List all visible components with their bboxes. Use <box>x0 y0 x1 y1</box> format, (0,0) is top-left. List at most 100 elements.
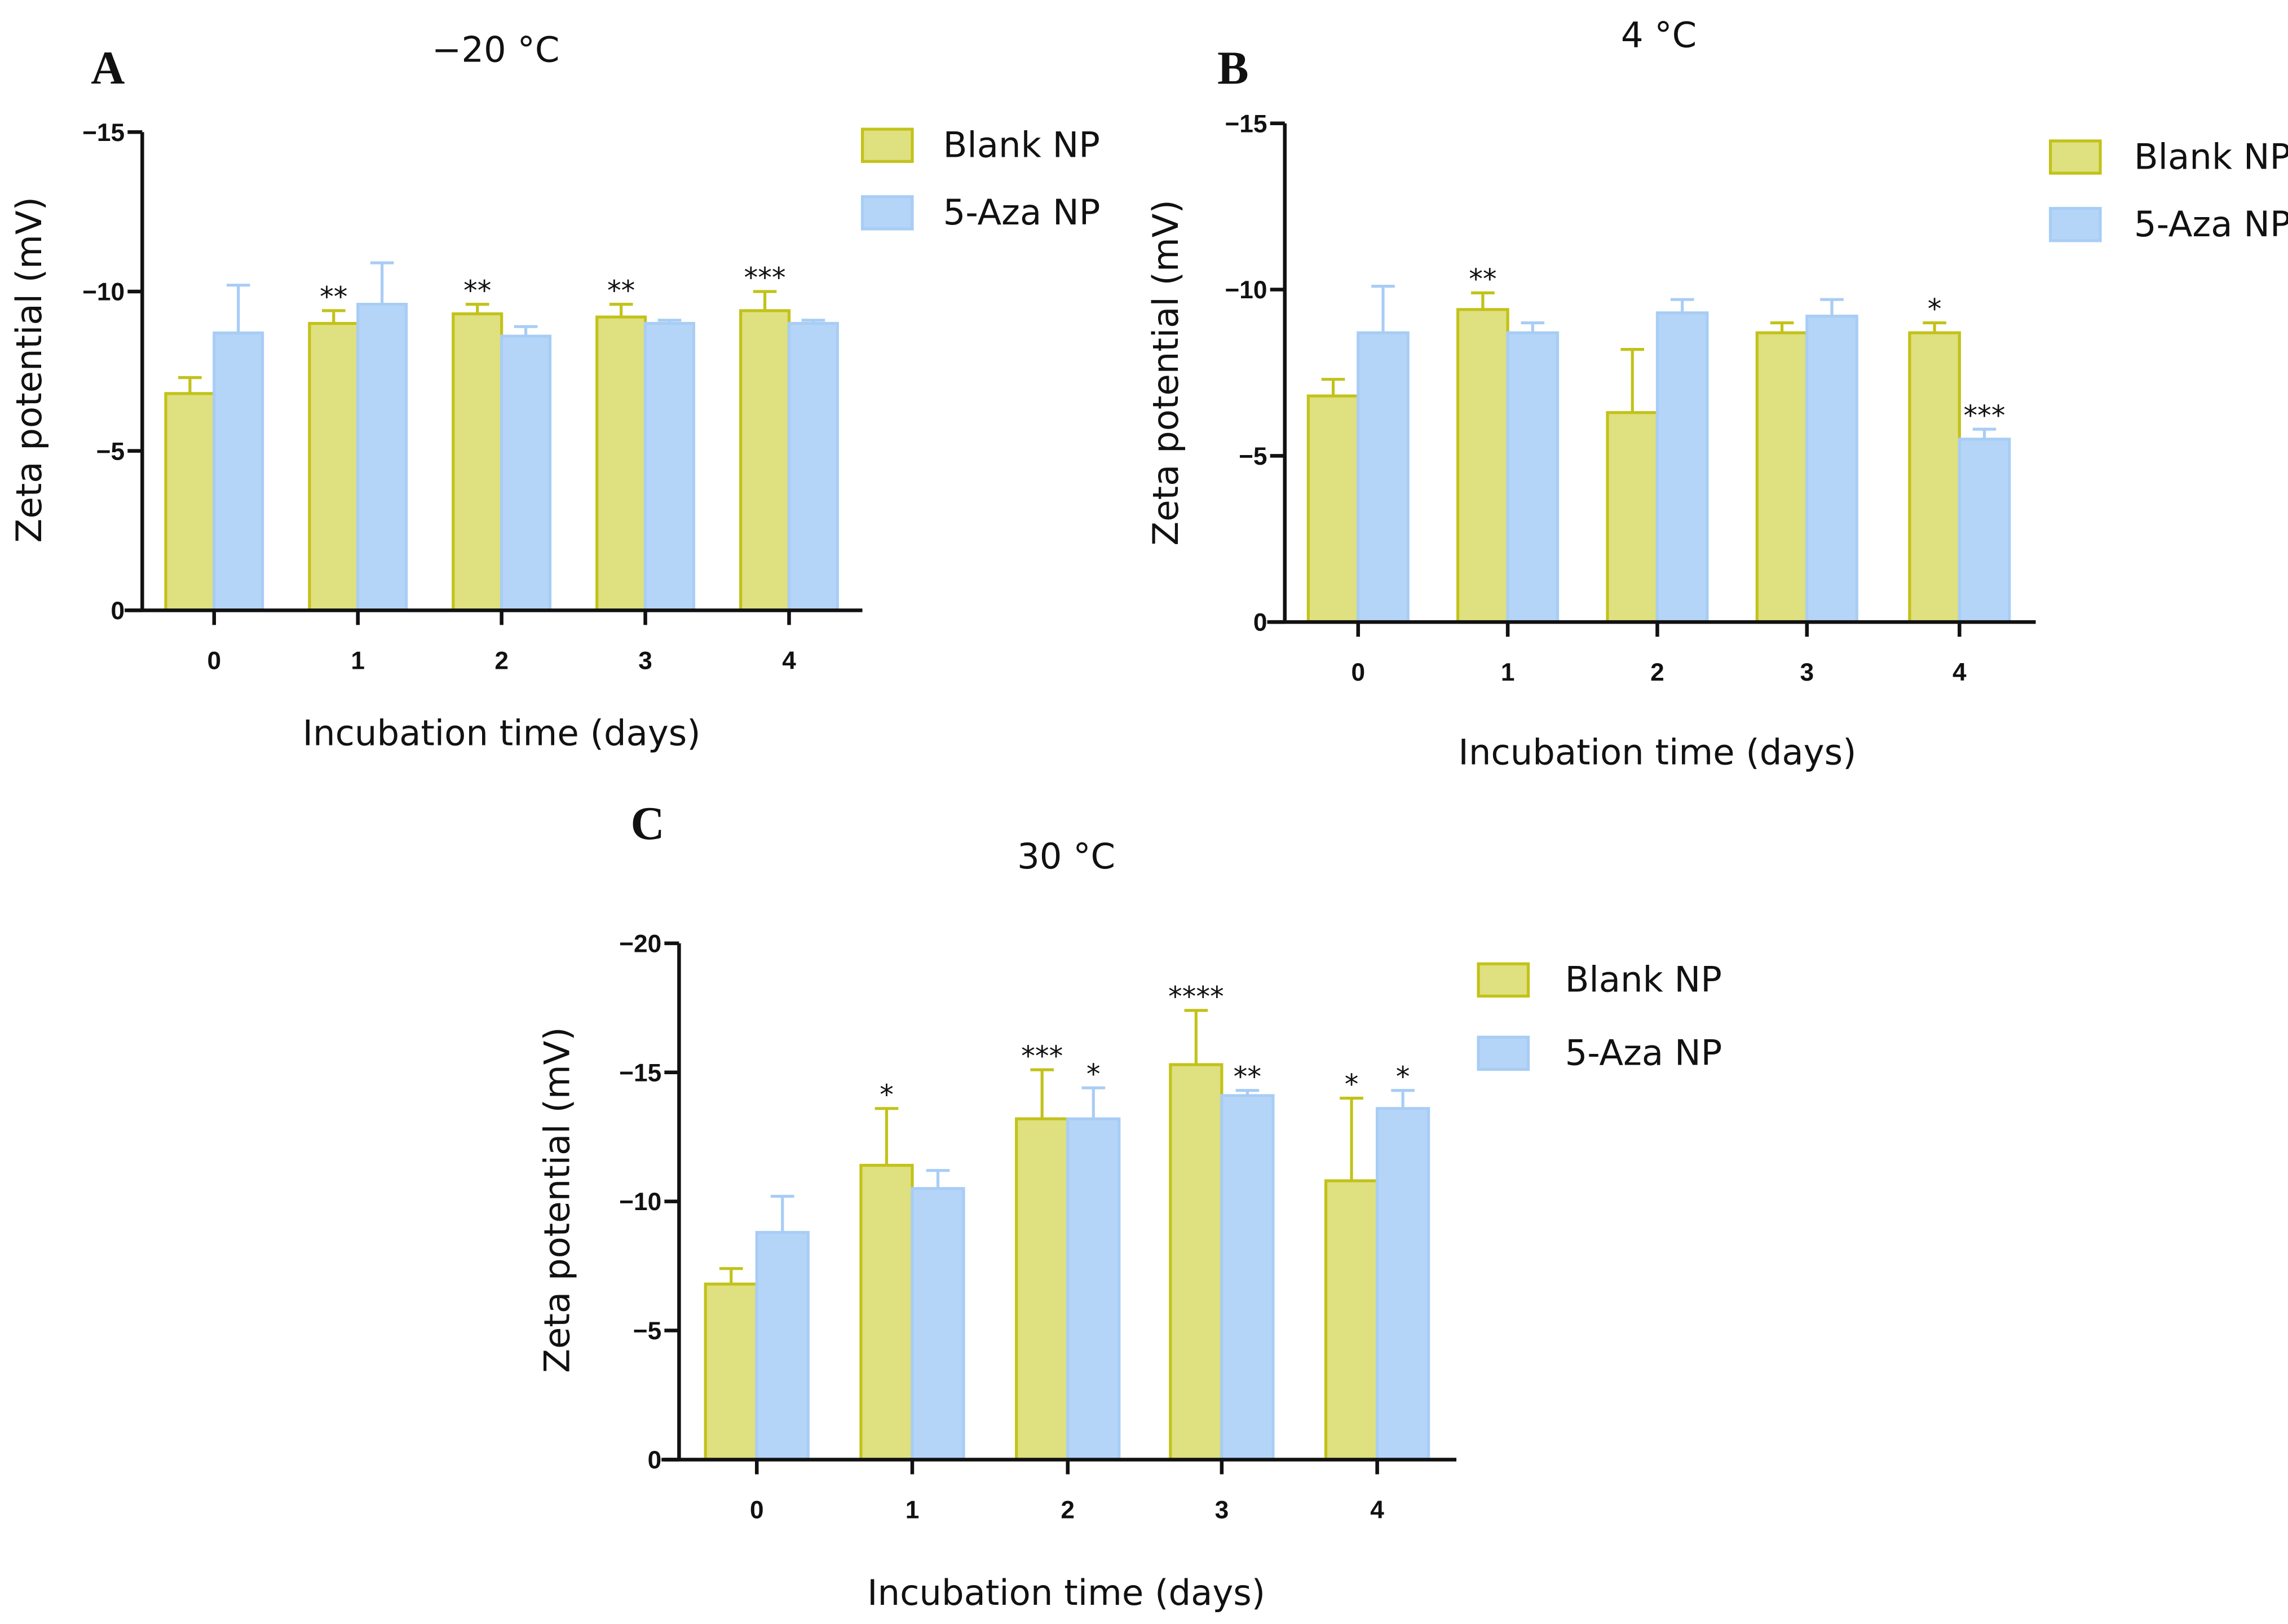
bar-5-aza-np <box>213 331 264 612</box>
x-tick-label: 4 <box>782 647 796 674</box>
panel-letter: A <box>91 42 125 94</box>
bar-5-aza-np <box>356 302 408 612</box>
panel-letter: B <box>1217 42 1249 94</box>
legend-swatch <box>860 195 914 231</box>
significance-label: ** <box>320 280 347 313</box>
bar-blank-np <box>704 1282 758 1462</box>
x-tick-label: 3 <box>638 647 652 674</box>
bar-blank-np <box>859 1163 914 1462</box>
x-tick-label: 3 <box>1215 1497 1229 1524</box>
legend-swatch <box>1477 962 1530 998</box>
y-axis-label: Zeta potential (mV) <box>536 1027 577 1373</box>
significance-label: ** <box>1469 263 1496 295</box>
x-tick-label: 0 <box>207 647 221 674</box>
bar-blank-np <box>164 392 216 612</box>
x-tick-label: 2 <box>1061 1497 1075 1524</box>
y-tick-label: 0 <box>1253 609 1267 637</box>
y-tick-label: −10 <box>82 279 125 306</box>
bar-5-aza-np <box>500 334 552 612</box>
bar-blank-np <box>595 315 647 612</box>
y-axis-label: Zeta potential (mV) <box>8 197 50 542</box>
x-axis-label: Incubation time (days) <box>1458 731 1856 773</box>
y-tick-label: −20 <box>619 930 661 957</box>
bar-5-aza-np <box>1805 315 1858 624</box>
y-tick-label: −5 <box>633 1317 661 1345</box>
significance-label: * <box>1086 1057 1101 1090</box>
y-tick-label: 0 <box>111 597 125 625</box>
x-axis-label: Incubation time (days) <box>303 713 701 754</box>
significance-label: ** <box>1234 1060 1261 1093</box>
significance-label: ** <box>463 274 491 307</box>
bar-blank-np <box>1324 1179 1379 1462</box>
bar-5-aza-np <box>1220 1094 1275 1462</box>
significance-label: ** <box>607 274 635 307</box>
y-tick-label: −15 <box>1225 110 1267 138</box>
x-tick-label: 4 <box>1370 1497 1384 1524</box>
bar-5-aza-np <box>1357 331 1410 624</box>
panel-title: 30 °C <box>1017 836 1115 877</box>
bar-5-aza-np <box>643 321 696 612</box>
x-tick-label: 2 <box>1650 659 1664 686</box>
bar-5-aza-np <box>1958 438 2011 624</box>
panel-letter: C <box>631 798 665 850</box>
legend-swatch <box>2048 139 2102 175</box>
y-axis-label: Zeta potential (mV) <box>1145 200 1186 545</box>
legend-label: Blank NP <box>1565 959 1722 1000</box>
bar-5-aza-np <box>787 321 839 612</box>
bar-blank-np <box>1456 308 1509 624</box>
legend-label: 5-Aza NP <box>943 192 1101 233</box>
x-tick-label: 3 <box>1800 659 1814 686</box>
significance-label: * <box>1345 1068 1359 1101</box>
panel-a: A −20 °C** ** ** ***0−5−10−150 1 2 3 4Incubation… <box>8 29 1101 753</box>
bar-5-aza-np <box>755 1230 810 1462</box>
x-tick-label: 0 <box>1351 659 1365 686</box>
y-tick-label: −10 <box>619 1188 661 1216</box>
y-tick-label: −5 <box>96 438 125 465</box>
panel-c: C30 °C********** ** *0−5−10−15−200 1 2 3 4Incu… <box>536 798 1722 1613</box>
x-tick-label: 4 <box>1953 659 1967 686</box>
legend-swatch <box>860 127 914 163</box>
x-axis-label: Incubation time (days) <box>867 1572 1265 1613</box>
legend-label: Blank NP <box>2134 136 2288 177</box>
bar-blank-np <box>1015 1117 1070 1462</box>
legend-swatch <box>2048 206 2102 242</box>
bar-blank-np <box>1306 394 1360 624</box>
y-tick-label: −15 <box>619 1059 661 1087</box>
bar-blank-np <box>739 309 791 612</box>
legend-label: 5-Aza NP <box>2134 204 2288 245</box>
y-tick-label: −15 <box>82 119 125 147</box>
significance-label: * <box>1928 293 1942 325</box>
x-tick-label: 2 <box>494 647 509 674</box>
bar-blank-np <box>1908 331 1961 624</box>
bar-blank-np <box>1755 331 1809 624</box>
bar-5-aza-np <box>1376 1107 1430 1462</box>
legend-label: Blank NP <box>943 125 1100 166</box>
significance-label: * <box>880 1078 894 1111</box>
legend-swatch <box>1477 1035 1530 1071</box>
panel-title: 4 °C <box>1621 14 1697 55</box>
significance-label: *** <box>1963 399 2005 431</box>
significance-label: *** <box>744 261 786 294</box>
legend-label: 5-Aza NP <box>1565 1032 1722 1074</box>
bar-5-aza-np <box>1655 311 1709 624</box>
significance-label: * <box>1396 1060 1410 1093</box>
x-tick-label: 0 <box>750 1497 764 1524</box>
panel-title: −20 °C <box>432 29 559 70</box>
x-tick-label: 1 <box>1501 659 1515 686</box>
bar-5-aza-np <box>1066 1117 1121 1462</box>
y-tick-label: −5 <box>1239 443 1267 470</box>
bar-blank-np <box>1169 1063 1223 1462</box>
y-tick-label: 0 <box>648 1446 662 1474</box>
bar-blank-np <box>308 321 360 612</box>
bar-5-aza-np <box>1506 331 1560 624</box>
bar-blank-np <box>452 312 503 612</box>
significance-label: **** <box>1168 980 1224 1013</box>
bar-5-aza-np <box>911 1187 965 1462</box>
y-tick-label: −10 <box>1225 276 1267 304</box>
significance-label: *** <box>1021 1039 1063 1072</box>
bar-blank-np <box>1606 411 1659 624</box>
x-tick-label: 1 <box>351 647 365 674</box>
x-tick-label: 1 <box>906 1497 920 1524</box>
